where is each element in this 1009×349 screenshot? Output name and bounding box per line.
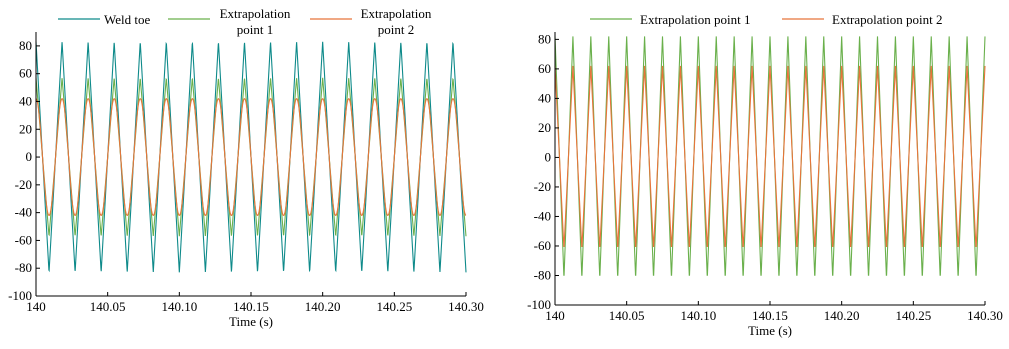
x-tick-label: 140.05 [90, 299, 126, 314]
x-tick-label: 140.25 [895, 308, 931, 323]
x-tick-label: 140.15 [752, 308, 788, 323]
x-tick-label: 140.20 [305, 299, 341, 314]
series-line-extrapolation-point-2 [35, 98, 467, 217]
y-tick-label: 20 [19, 121, 32, 136]
x-axis-title: Time (s) [229, 314, 273, 329]
legend-label: Extrapolation point 2 [832, 12, 942, 27]
legend-label: Extrapolation [361, 6, 432, 21]
chart-left: -100 -80 -60 -40 -20 0 20 40 60 80 140 140.05 140.10… [8, 6, 484, 329]
y-tick-label: -20 [15, 177, 32, 192]
y-tick-label: 80 [19, 38, 32, 53]
y-tick-label: -40 [534, 208, 551, 223]
x-tick-label: 140.30 [967, 308, 1003, 323]
y-tick-label: 20 [538, 120, 551, 135]
y-tick-label: -60 [15, 232, 32, 247]
y-tick-label: -40 [15, 205, 32, 220]
y-tick-label: -80 [534, 267, 551, 282]
y-tick-label: 80 [538, 31, 551, 46]
y-tick-label: 60 [538, 61, 551, 76]
chart-right: -100 -80 -60 -40 -20 0 20 40 60 80 140 140.05 140.10… [527, 12, 1003, 338]
y-tick-label: -60 [534, 238, 551, 253]
x-tick-label: 140 [545, 308, 565, 323]
y-tick-label: -100 [8, 288, 32, 303]
x-axis-title: Time (s) [748, 323, 792, 338]
legend-label: Extrapolation [220, 6, 291, 21]
x-tick-label: 140 [26, 299, 46, 314]
y-tick-label: -20 [534, 179, 551, 194]
series-line-extrapolation-point-2 [554, 65, 986, 248]
y-tick-label: 0 [26, 149, 33, 164]
legend-label: point 1 [237, 22, 273, 37]
x-tick-label: 140.30 [448, 299, 484, 314]
y-tick-label: 60 [19, 66, 32, 81]
x-tick-label: 140.20 [824, 308, 860, 323]
y-tick-label: -100 [527, 297, 551, 312]
x-tick-label: 140.15 [233, 299, 269, 314]
y-tick-label: 0 [545, 149, 552, 164]
x-tick-label: 140.25 [376, 299, 412, 314]
legend-label: point 2 [378, 22, 414, 37]
y-tick-label: 40 [538, 90, 551, 105]
series-line-extrapolation-point-1 [554, 36, 986, 276]
legend-label: Weld toe [104, 12, 150, 27]
y-tick-label: -80 [15, 260, 32, 275]
legend-label: Extrapolation point 1 [640, 12, 750, 27]
y-tick-label: 40 [19, 93, 32, 108]
x-tick-label: 140.05 [609, 308, 645, 323]
x-tick-label: 140.10 [680, 308, 716, 323]
x-tick-label: 140.10 [161, 299, 197, 314]
